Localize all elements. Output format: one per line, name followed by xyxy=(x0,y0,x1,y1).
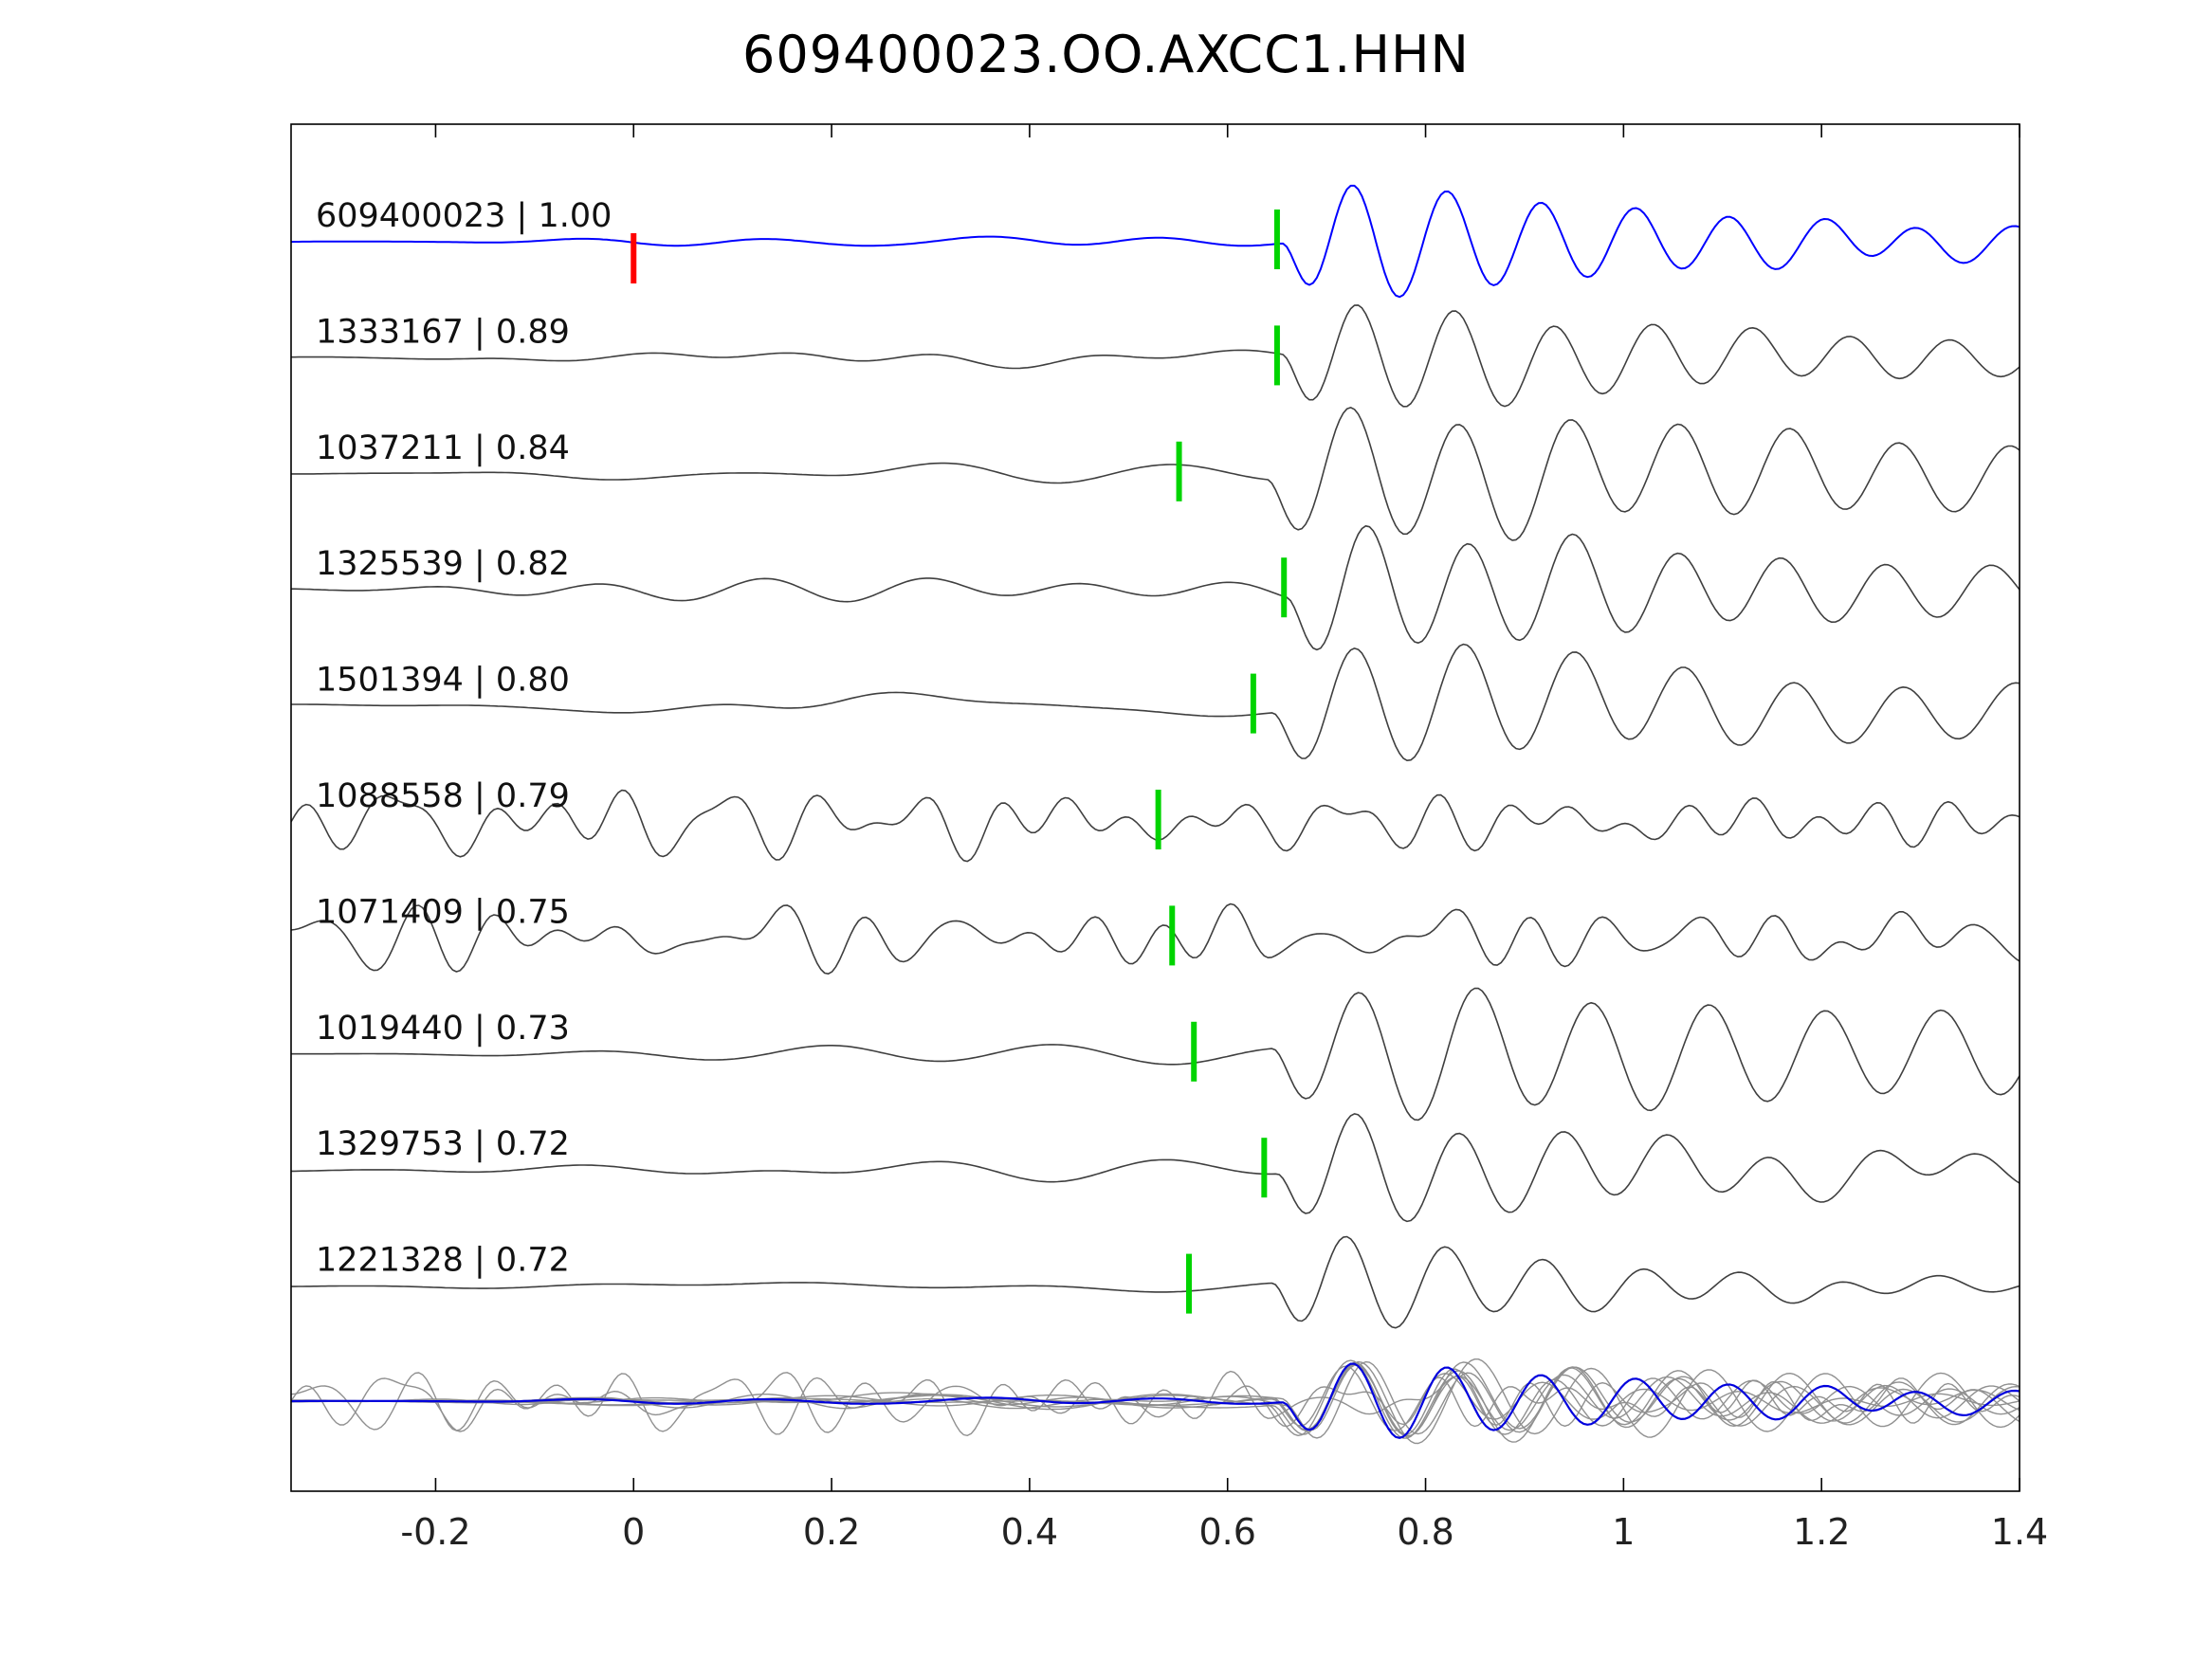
trace-label-1325539: 1325539 | 0.82 xyxy=(316,545,570,583)
pick-marker-1071409 xyxy=(1169,905,1176,966)
x-tick-label: 1 xyxy=(1612,1511,1635,1553)
pick-marker-1088558 xyxy=(1155,790,1161,849)
waveform-trace-1071409 xyxy=(291,902,2020,975)
pick-marker-1501394 xyxy=(1250,673,1256,734)
trace-label-1088558: 1088558 | 0.79 xyxy=(316,777,570,815)
waveform-trace-1325539 xyxy=(291,524,2020,651)
waveform-trace-1501394 xyxy=(291,643,2020,762)
trace-label-1329753: 1329753 | 0.72 xyxy=(316,1125,570,1163)
pick-marker-609400023 xyxy=(1273,210,1280,269)
reference-pick-marker xyxy=(631,233,637,283)
waveform-trace-609400023 xyxy=(291,184,2020,299)
waveform-trace-1333167 xyxy=(291,304,2020,408)
waveform-trace-1221328 xyxy=(291,1235,2020,1329)
stack-reference-trace xyxy=(291,1362,2020,1439)
x-tick-label: 0.2 xyxy=(803,1511,860,1553)
waveform-trace-1088558 xyxy=(291,789,2020,863)
pick-marker-1221328 xyxy=(1185,1253,1192,1314)
pick-marker-1325539 xyxy=(1281,557,1288,618)
pick-marker-1333167 xyxy=(1273,325,1280,386)
trace-label-1221328: 1221328 | 0.72 xyxy=(316,1242,570,1280)
stack-member-trace-1329753 xyxy=(291,1361,2020,1437)
x-tick-label: 0.4 xyxy=(1001,1511,1058,1553)
x-tick-label: 0.8 xyxy=(1397,1511,1453,1553)
waveform-trace-1329753 xyxy=(291,1113,2020,1223)
chart-title: 609400023.OO.AXCC1.HHN xyxy=(742,25,1470,84)
waveform-trace-1037211 xyxy=(291,407,2020,541)
x-tick-label: 0 xyxy=(622,1511,645,1553)
stack-member-trace-1088558 xyxy=(291,1373,2020,1437)
trace-label-1019440: 1019440 | 0.73 xyxy=(316,1010,570,1048)
trace-label-1333167: 1333167 | 0.89 xyxy=(316,313,570,351)
pick-marker-1037211 xyxy=(1176,441,1182,501)
pick-marker-1329753 xyxy=(1261,1138,1268,1198)
trace-label-1071409: 1071409 | 0.75 xyxy=(316,893,570,931)
trace-label-609400023: 609400023 | 1.00 xyxy=(316,197,612,235)
trace-label-1037211: 1037211 | 0.84 xyxy=(316,429,570,467)
x-tick-label: 1.4 xyxy=(1991,1511,2048,1553)
traces-group xyxy=(291,184,2020,1445)
pick-marker-1019440 xyxy=(1191,1021,1197,1082)
trace-label-1501394: 1501394 | 0.80 xyxy=(316,662,570,700)
waveform-trace-1019440 xyxy=(291,987,2020,1121)
plot-border xyxy=(290,123,2020,1492)
x-tick-label: 0.6 xyxy=(1199,1511,1256,1553)
x-tick-label: 1.2 xyxy=(1793,1511,1850,1553)
x-tick-label: -0.2 xyxy=(400,1511,470,1553)
